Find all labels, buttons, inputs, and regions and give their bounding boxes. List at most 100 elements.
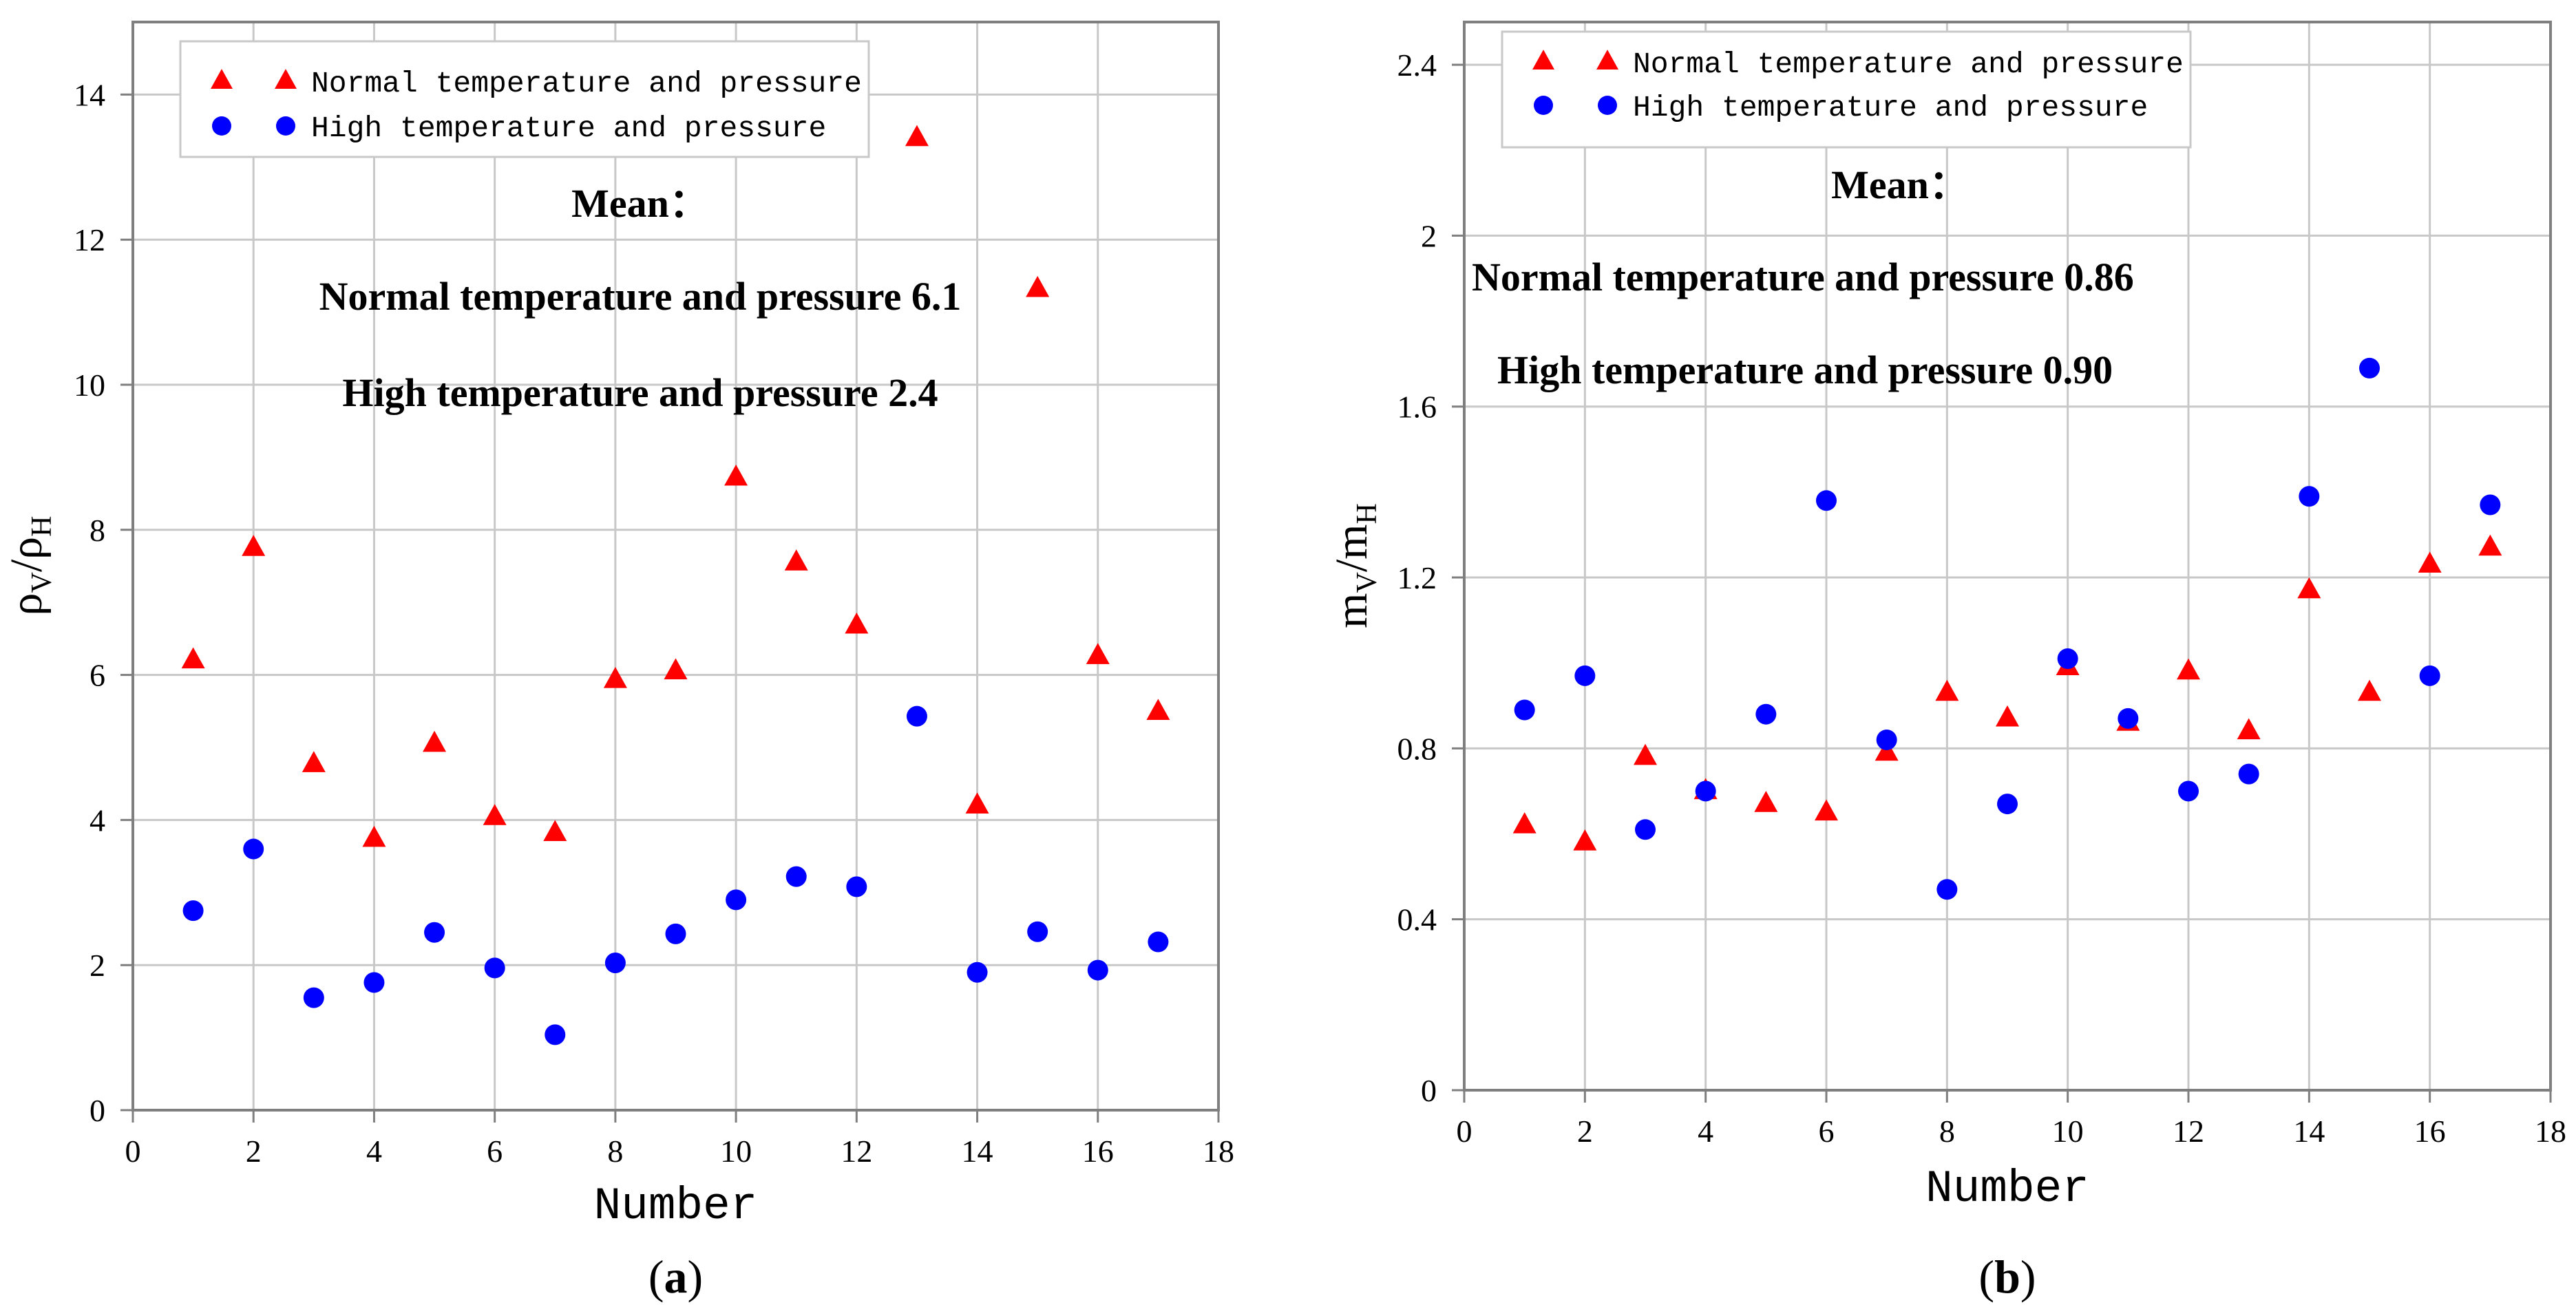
mean-normal-annotation: Normal temperature and pressure 6.1 [319, 274, 962, 319]
high-temp-point [2057, 648, 2078, 669]
mean-normal-annotation: Normal temperature and pressure 0.86 [1472, 255, 2134, 299]
x-tick-label: 4 [366, 1134, 382, 1169]
y-tick-label: 2 [1421, 218, 1437, 253]
high-temp-point [243, 838, 264, 860]
legend-circle-icon [1598, 96, 1617, 115]
y-tick-label: 1.6 [1397, 390, 1437, 425]
high-temp-point [303, 987, 324, 1008]
x-tick-label: 16 [1082, 1134, 1114, 1169]
high-temp-point [1997, 794, 2018, 815]
y-axis-label-part: ρ [1, 593, 52, 616]
legend-triangle-icon [1532, 50, 1554, 70]
x-tick-label: 12 [841, 1134, 872, 1169]
legend-circle-icon [212, 116, 231, 136]
high-temp-point [1635, 819, 1656, 840]
mean-title: Mean： [571, 181, 709, 226]
x-tick-label: 16 [2414, 1114, 2446, 1149]
normal-temp-point [1086, 643, 1110, 664]
normal-temp-point [603, 667, 627, 688]
high-temp-point [2178, 780, 2199, 802]
normal-temp-point [242, 535, 266, 556]
panel-label: (a) [648, 1251, 703, 1303]
panel-label-close: ) [2020, 1251, 2036, 1303]
legend-label-high: High temperature and pressure [1633, 91, 2148, 125]
y-tick-label: 12 [74, 222, 105, 257]
normal-temp-point [543, 820, 567, 841]
x-tick-label: 14 [962, 1134, 993, 1169]
high-temp-point [846, 876, 867, 897]
legend-label-normal: Normal temperature and pressure [311, 67, 862, 100]
normal-temp-point [302, 751, 326, 772]
y-axis-label-subscript: V [1351, 572, 1383, 593]
legend-box [179, 40, 870, 158]
x-axis-label: Number [594, 1180, 758, 1232]
y-tick-label: 4 [89, 803, 105, 838]
y-axis-label-part: /ρ [1, 537, 52, 572]
normal-temp-point [1935, 679, 1959, 701]
normal-temp-point [2237, 718, 2261, 740]
y-tick-label: 2 [89, 948, 105, 983]
high-temp-point [1148, 931, 1169, 953]
normal-temp-point [1815, 799, 1838, 821]
high-temp-point [1936, 879, 1958, 900]
panel-label-letter: b [1994, 1251, 2020, 1303]
mean-high-annotation: High temperature and pressure 0.90 [1497, 348, 2113, 392]
high-temp-point [2480, 494, 2501, 516]
high-temp-point [1087, 959, 1108, 981]
x-tick-label: 10 [2052, 1114, 2084, 1149]
normal-temp-point [181, 647, 205, 669]
y-tick-label: 6 [89, 658, 105, 693]
normal-temp-point [1573, 829, 1597, 851]
normal-temp-point [845, 612, 869, 634]
y-tick-label: 2.4 [1397, 47, 1437, 83]
panel-a: 0 2 4 6 8 10 12 14 16 18 0 2 4 6 8 10 12 14 Number ρV/ρH Nor… [1, 21, 1234, 1303]
normal-temp-point [965, 792, 989, 814]
legend: Normal temperature and pressure High temp… [1501, 30, 2192, 149]
y-tick-label: 1.2 [1397, 560, 1437, 595]
normal-temp-point [2418, 551, 2442, 573]
normal-temp-point [1512, 812, 1537, 833]
x-axis-label: Number [1925, 1163, 2089, 1215]
high-temp-point [2299, 486, 2320, 507]
high-temp-point [2238, 763, 2259, 785]
y-axis-label: mV/mH [1327, 503, 1383, 628]
high-temp-point [785, 866, 807, 887]
x-tick-label: 18 [2535, 1114, 2566, 1149]
x-tick-label: 10 [720, 1134, 752, 1169]
panel-label-letter: a [664, 1251, 688, 1303]
plot-frame [1463, 21, 2552, 1092]
x-tick-label: 0 [1457, 1114, 1472, 1149]
legend-circle-icon [276, 116, 295, 136]
x-tick-label: 6 [487, 1134, 503, 1169]
high-temp-point [545, 1024, 566, 1045]
y-tick-label: 14 [74, 77, 105, 112]
normal-temp-point [664, 658, 688, 679]
high-temp-point [2359, 357, 2380, 379]
legend-label-high: High temperature and pressure [311, 111, 826, 145]
y-axis-label-subscript: V [26, 572, 58, 593]
x-tick-label: 6 [1819, 1114, 1835, 1149]
normal-temp-point [784, 549, 808, 571]
legend-triangle-icon [1596, 50, 1618, 70]
normal-temp-point [2478, 534, 2502, 556]
high-temp-point [2419, 665, 2440, 686]
x-tick-label: 2 [246, 1134, 262, 1169]
y-tick-label: 0 [1421, 1073, 1437, 1108]
normal-temp-point [1026, 275, 1050, 297]
panel-label-close: ) [688, 1251, 704, 1303]
high-temp-point [1755, 703, 1777, 725]
x-tick-label: 8 [1939, 1114, 1955, 1149]
high-temp-point [424, 922, 445, 943]
y-axis-label-part: m [1327, 593, 1377, 628]
x-tick-label: 14 [2293, 1114, 2325, 1149]
normal-temp-point [1146, 699, 1170, 720]
normal-temp-point [905, 125, 929, 147]
legend-triangle-icon [275, 69, 297, 89]
high-temp-point [726, 889, 747, 911]
mean-high-annotation: High temperature and pressure 2.4 [342, 370, 938, 415]
high-temp-point [2118, 708, 2139, 729]
normal-temp-point [1634, 743, 1657, 765]
high-temp-point [906, 705, 927, 727]
y-axis-label: ρV/ρH [1, 516, 58, 616]
legend: Normal temperature and pressure High temp… [179, 40, 870, 158]
